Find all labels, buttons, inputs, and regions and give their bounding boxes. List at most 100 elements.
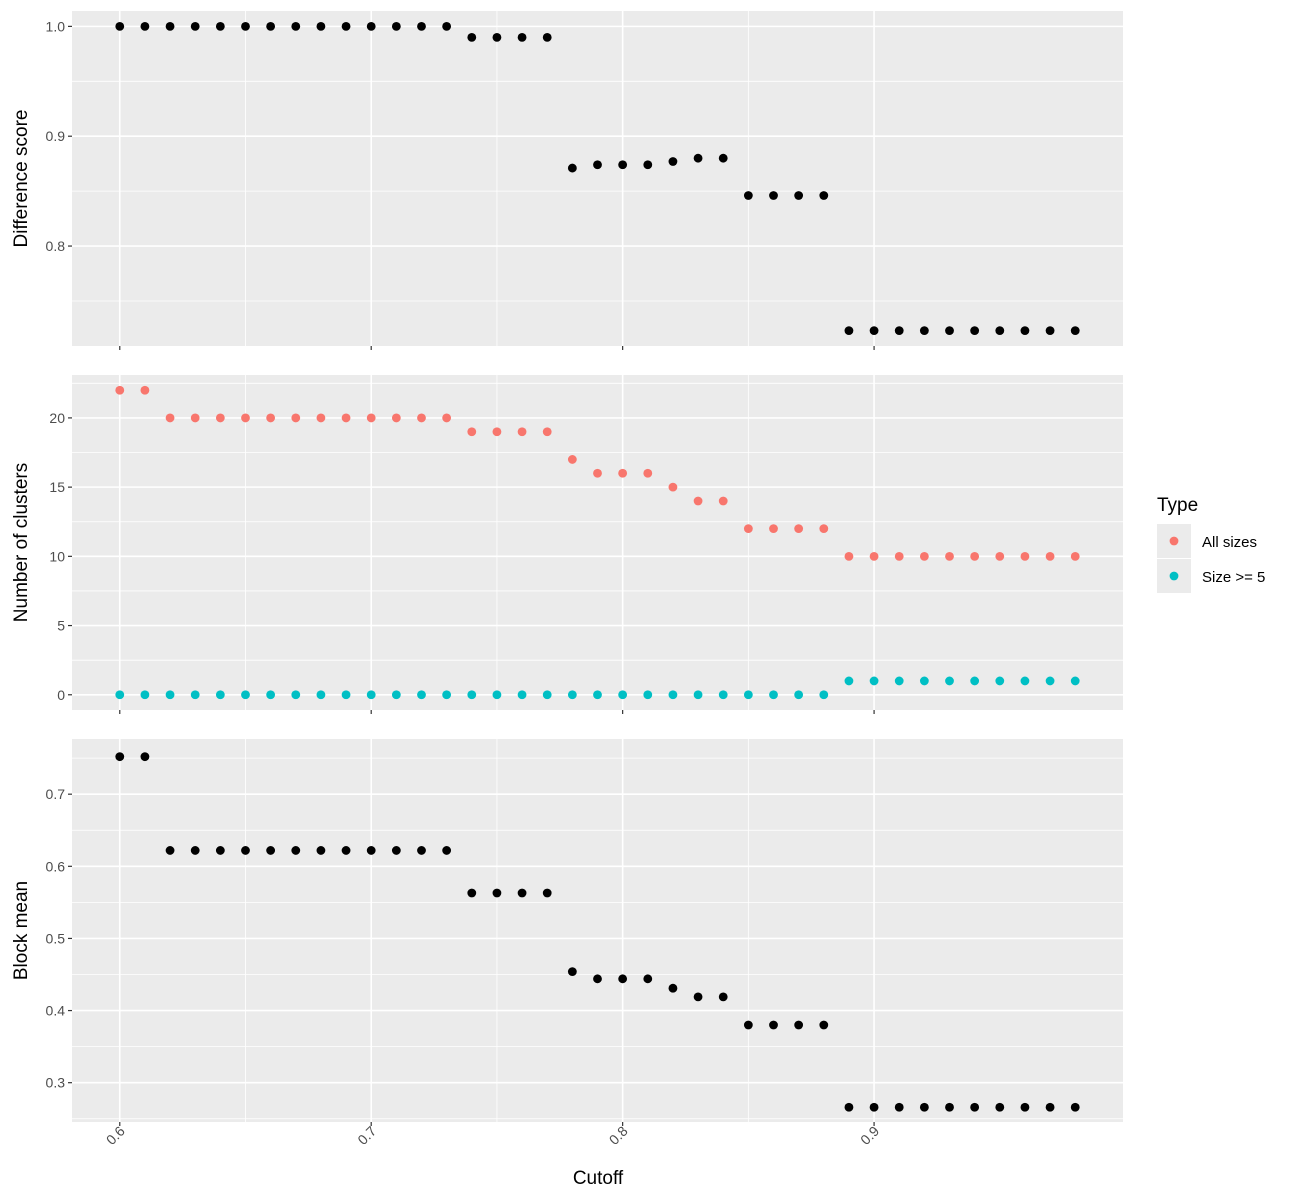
data-point [970,551,980,561]
data-point [995,551,1005,561]
data-point [442,21,452,31]
data-point [718,992,728,1002]
data-point [542,888,552,898]
data-point [743,524,753,534]
data-point [668,983,678,993]
data-point [442,690,452,700]
data-point [140,385,150,395]
y-axis-title: Block mean [11,881,32,980]
data-point [1070,676,1080,686]
data-point [190,21,200,31]
y-tick-label: 5 [57,618,65,634]
data-point [266,21,276,31]
data-point [718,496,728,506]
series-1 [115,385,1080,561]
data-point [794,524,804,534]
data-point [769,1020,778,1030]
data-point [417,21,426,31]
data-point [241,846,250,855]
data-point [945,676,954,686]
data-point [819,524,829,534]
legend-key-point [1169,571,1179,581]
data-point [165,413,175,423]
y-tick-label: 0.9 [46,128,66,144]
data-point [517,427,527,437]
x-axis-title: Cutoff [573,1168,624,1189]
data-point [819,191,829,200]
data-point [794,1020,804,1030]
data-point [467,690,477,700]
data-point [894,326,904,336]
panel-background [72,11,1123,346]
data-point [115,385,125,395]
data-point [643,468,653,478]
data-point [618,690,628,700]
data-point [1020,326,1030,336]
data-point [945,326,954,336]
data-point [241,21,250,31]
x-tick-label: 0.7 [354,1123,379,1148]
data-point [190,846,200,855]
y-tick-label: 0.6 [46,858,66,874]
data-point [241,690,250,700]
data-point [215,690,225,700]
data-point [442,413,452,423]
data-point [869,551,879,561]
data-point [668,482,678,492]
data-point [769,690,778,700]
data-point [190,690,200,700]
data-point [266,413,276,423]
data-point [844,1102,854,1112]
data-point [391,413,401,423]
data-point [140,21,150,31]
y-tick-label: 20 [49,410,65,426]
y-tick-label: 10 [49,548,65,564]
x-tick-label: 0.6 [103,1123,128,1148]
legend-title: Type [1157,495,1198,516]
data-point [266,690,276,700]
data-point [291,690,301,700]
data-point [391,690,401,700]
data-point [970,1102,980,1112]
data-point [1045,676,1055,686]
data-point [643,690,653,700]
data-point [341,21,351,31]
panel-1: 0.8 0.9 1.0 Difference score [11,11,1123,350]
legend: Type All sizes Size >= 5 [1157,495,1265,593]
data-point [316,846,326,855]
data-point [643,974,653,984]
data-point [1020,676,1030,686]
data-point [945,551,954,561]
data-point [115,21,125,31]
data-point [241,413,250,423]
data-point [693,153,703,163]
data-point [391,21,401,31]
panel-background [72,739,1123,1122]
y-tick-label: 0.4 [46,1003,66,1019]
data-point [794,191,804,200]
panel-background [72,375,1123,710]
data-point [1045,551,1055,561]
data-point [618,160,628,170]
data-point [341,690,351,700]
data-point [291,413,301,423]
data-point [693,690,703,700]
data-point [567,455,577,464]
data-point [492,427,502,437]
data-point [366,690,376,700]
data-point [668,157,678,166]
data-point [1020,551,1030,561]
y-tick-label: 15 [49,479,65,495]
data-point [291,21,301,31]
data-point [1045,326,1055,336]
y-axis-title: Difference score [11,110,32,248]
data-point [467,427,477,437]
data-point [115,752,125,762]
data-point [417,413,426,423]
panels: 0.8 0.9 1.0 Difference score 0 5 10 15 20 Number … [11,11,1123,1126]
data-point [492,690,502,700]
data-point [517,690,527,700]
series-1 [115,21,1080,336]
data-point [894,1102,904,1112]
